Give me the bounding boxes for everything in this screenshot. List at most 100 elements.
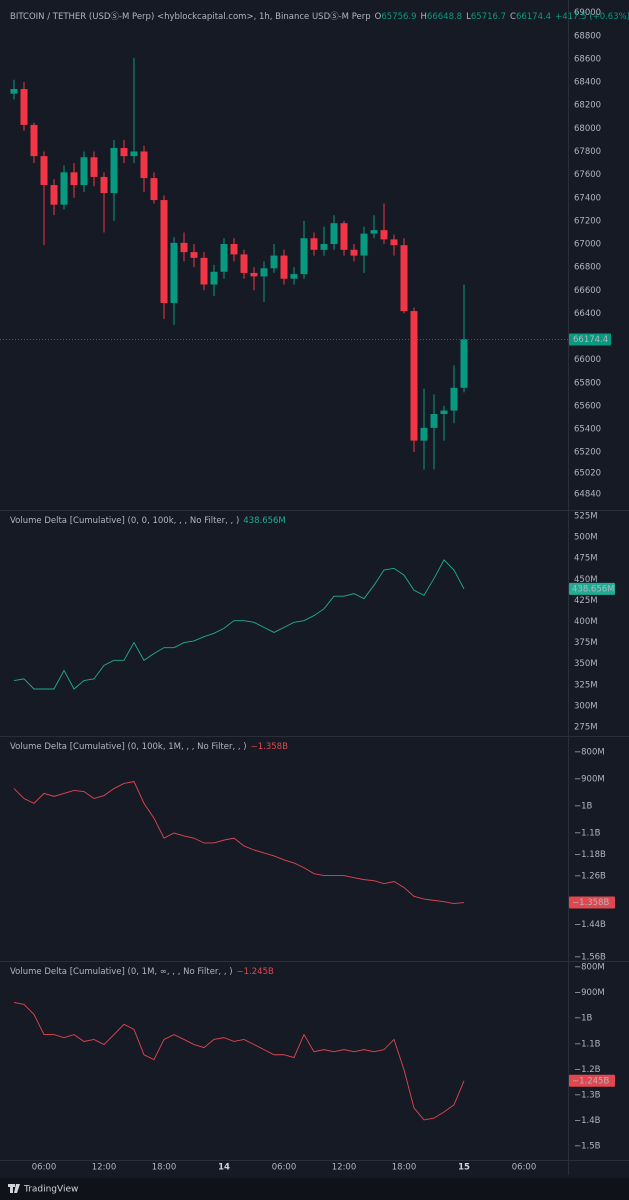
legend-key: H [421, 12, 427, 22]
y-tick-label: 68200 [574, 101, 601, 111]
y-tick-label: 475M [574, 554, 598, 564]
y-tick-label: 64840 [574, 489, 601, 499]
candle-body [230, 244, 238, 255]
candle-body [140, 151, 148, 179]
candle-body [330, 223, 338, 245]
y-tick-label: 275M [574, 722, 598, 732]
candle-body [40, 156, 48, 186]
candle-body [70, 172, 78, 186]
candle-body [220, 244, 228, 272]
y-tick-label: 65020 [574, 468, 601, 478]
y-tick-label: 425M [574, 596, 598, 606]
candle-body [210, 271, 218, 285]
pane-title: Volume Delta [Cumulative] (0, 100k, 1M, … [10, 742, 288, 752]
y-tick-label: −900M [574, 988, 605, 998]
y-tick-label: 67800 [574, 147, 601, 157]
candle-body [290, 274, 298, 279]
candle-body [90, 157, 98, 177]
y-tick-label: 65400 [574, 425, 601, 435]
x-tick-label: 12:00 [92, 1163, 117, 1173]
y-tick-label: 66600 [574, 286, 601, 296]
legend-value: 66648.8 [427, 12, 462, 22]
y-tick-label: 69000 [574, 8, 601, 18]
indicator-value: −1.358B [251, 742, 288, 752]
brand: TradingView [23, 1185, 78, 1195]
y-tick-label: −1.56B [574, 952, 606, 962]
candle-body [300, 238, 308, 275]
y-tick-label: 67600 [574, 170, 601, 180]
indicator-title: Volume Delta [Cumulative] (0, 0, 100k, ,… [10, 516, 239, 526]
y-tick-label: 68800 [574, 31, 601, 41]
y-tick-label: 325M [574, 680, 598, 690]
candle-body [120, 148, 128, 157]
y-tick-label: 350M [574, 659, 598, 669]
x-tick-label: 12:00 [332, 1163, 357, 1173]
candle-body [350, 249, 358, 256]
x-tick-label: 18:00 [392, 1163, 417, 1173]
y-tick-label: −900M [574, 775, 605, 785]
brand-logo [8, 1184, 20, 1193]
indicator-value: 438.656M [243, 516, 285, 526]
candle-body [170, 242, 178, 303]
candle-body [160, 200, 168, 303]
pane-title: Volume Delta [Cumulative] (0, 0, 100k, ,… [10, 516, 286, 526]
candle-body [400, 245, 408, 312]
x-tick-label: 06:00 [512, 1163, 537, 1173]
last-value-box [569, 896, 615, 909]
legend-key: O [375, 12, 382, 22]
y-tick-label: −1.5B [574, 1141, 601, 1151]
y-tick-label: 67000 [574, 240, 601, 250]
footer-bar [0, 1178, 629, 1200]
candle-body [200, 257, 208, 285]
candle-body [280, 255, 288, 279]
x-tick-label: 14 [218, 1163, 230, 1173]
y-tick-label: −1.2B [574, 1065, 601, 1075]
y-tick-label: −800M [574, 748, 605, 758]
y-tick-label: 400M [574, 617, 598, 627]
y-tick-label: 68600 [574, 54, 601, 64]
y-tick-label: 65800 [574, 378, 601, 388]
candle-body [150, 178, 158, 201]
y-tick-label: −1B [574, 1014, 593, 1024]
candle-body [380, 230, 388, 240]
y-tick-label: 525M [574, 511, 598, 521]
y-tick-label: −1B [574, 802, 593, 812]
last-value-box [569, 1074, 615, 1087]
candle-body [430, 414, 438, 428]
x-tick-label: 18:00 [152, 1163, 177, 1173]
y-tick-label: −1.4B [574, 1116, 601, 1126]
candle-body [20, 89, 28, 125]
candle-body [450, 387, 458, 411]
candle-body [260, 268, 268, 277]
last-value-box [569, 582, 615, 595]
candle-body [180, 242, 188, 253]
candle-body [80, 157, 88, 186]
y-tick-label: 68000 [574, 124, 601, 134]
indicator-line [13, 1001, 465, 1121]
candle-body [190, 252, 198, 258]
candle-body [30, 124, 38, 157]
indicator-line [13, 559, 465, 690]
y-tick-label: −1.26B [574, 872, 606, 882]
y-tick-label: −1.3B [574, 1090, 601, 1100]
candle-body [320, 244, 328, 250]
y-tick-label: 66800 [574, 263, 601, 273]
last-value-label: −1.245B [572, 1076, 609, 1086]
y-tick-label: −800M [574, 963, 605, 973]
y-tick-label: −1.1B [574, 829, 601, 839]
candle-body [10, 89, 18, 94]
last-price-box [569, 333, 611, 346]
candle-body [100, 176, 108, 194]
candle-body [390, 239, 398, 246]
candle-body [410, 311, 418, 441]
candle-body [60, 172, 68, 205]
symbol-title: BITCOIN / TETHER (USDⓈ-M Perp) <hyblockc… [10, 12, 371, 22]
y-tick-label: 450M [574, 575, 598, 585]
candle-body [440, 410, 448, 415]
x-tick-label: 06:00 [32, 1163, 57, 1173]
candle-body [50, 185, 58, 205]
candle-body [130, 151, 138, 157]
y-tick-label: −1.18B [574, 850, 606, 860]
